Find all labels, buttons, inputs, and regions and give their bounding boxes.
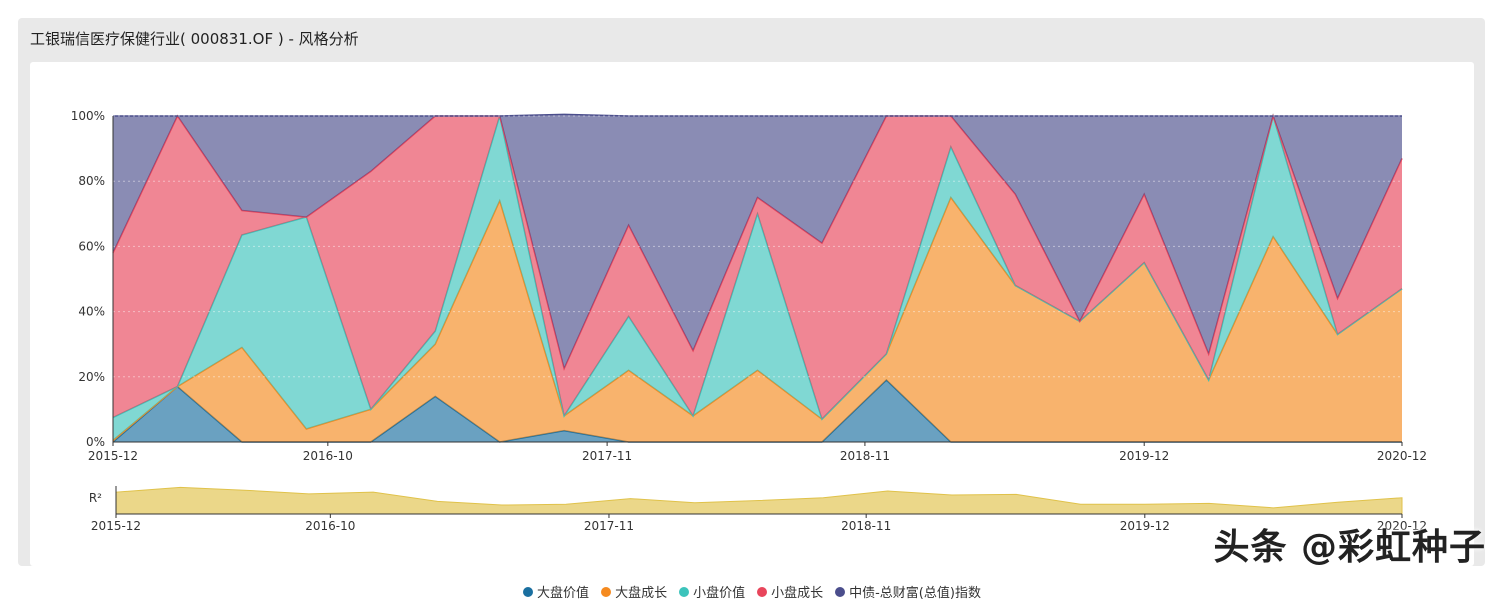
x-tick-label: 2016-10 bbox=[303, 449, 353, 463]
y-tick-label: 60% bbox=[78, 239, 105, 253]
x-tick-label: 2018-11 bbox=[840, 449, 890, 463]
legend-dot-icon bbox=[757, 586, 768, 597]
x-tick-label: 2019-12 bbox=[1119, 449, 1169, 463]
legend-label: 小盘成长 bbox=[771, 586, 824, 601]
chart-card: 0% 20% 40% 60% 80% 100% 2015-12 2016-10 2017-11 2… bbox=[30, 62, 1474, 601]
x-tick-label: 2017-11 bbox=[582, 449, 632, 463]
area-series-1 bbox=[113, 197, 1402, 442]
legend-dot-icon bbox=[679, 586, 690, 597]
legend-label: 大盘价值 bbox=[537, 586, 590, 601]
y-tick-label: 80% bbox=[78, 174, 105, 188]
legend-item-0[interactable]: 大盘价值 bbox=[523, 582, 589, 601]
style-analysis-chart: 0% 20% 40% 60% 80% 100% 2015-12 2016-10 2017-11 2… bbox=[71, 109, 1427, 533]
area-series-0 bbox=[113, 380, 1402, 442]
chart-panel: 工银瑞信医疗保健行业( 000831.OF ) - 风格分析 0% 20% 40% 6… bbox=[18, 18, 1485, 601]
legend-label: 小盘价值 bbox=[693, 586, 746, 601]
legend-dot-icon bbox=[523, 586, 534, 597]
watermark: 头条 @彩虹种子 bbox=[1213, 527, 1486, 568]
legend-dot-icon bbox=[601, 586, 612, 597]
legend-item-2[interactable]: 小盘价值 bbox=[679, 582, 745, 601]
r2-x-tick-label: 2015-12 bbox=[91, 519, 141, 533]
area-series-3 bbox=[113, 116, 1402, 420]
y-tick-label: 0% bbox=[86, 435, 105, 449]
r2-x-tick-label: 2019-12 bbox=[1120, 519, 1170, 533]
panel-title: 工银瑞信医疗保健行业( 000831.OF ) - 风格分析 bbox=[30, 30, 359, 48]
r2-x-tick-label: 2016-10 bbox=[305, 519, 355, 533]
r2-x-tick-label: 2020-12 bbox=[1377, 519, 1427, 533]
y-tick-label: 40% bbox=[78, 305, 105, 319]
r2-x-tick-label: 2018-11 bbox=[841, 519, 891, 533]
chart-legend: 大盘价值 大盘成长 小盘价值 小盘成长 中债-总财富(总值)指数 bbox=[30, 582, 1474, 601]
legend-item-4[interactable]: 中债-总财富(总值)指数 bbox=[835, 582, 981, 601]
legend-dot-icon bbox=[835, 586, 846, 597]
y-tick-label: 100% bbox=[71, 109, 105, 123]
r2-label: R² bbox=[89, 491, 102, 505]
legend-item-1[interactable]: 大盘成长 bbox=[601, 582, 667, 601]
x-tick-label: 2015-12 bbox=[88, 449, 138, 463]
line-series-4 bbox=[113, 113, 1402, 117]
legend-label: 大盘成长 bbox=[615, 586, 668, 601]
legend-label: 中债-总财富(总值)指数 bbox=[849, 586, 981, 601]
r2-x-tick-label: 2017-11 bbox=[584, 519, 634, 533]
area-series-4 bbox=[113, 114, 1402, 369]
r2-area bbox=[115, 486, 1403, 515]
y-tick-label: 20% bbox=[78, 370, 105, 384]
x-tick-label: 2020-12 bbox=[1377, 449, 1427, 463]
legend-item-3[interactable]: 小盘成长 bbox=[757, 582, 823, 601]
area-series-2 bbox=[113, 116, 1402, 441]
